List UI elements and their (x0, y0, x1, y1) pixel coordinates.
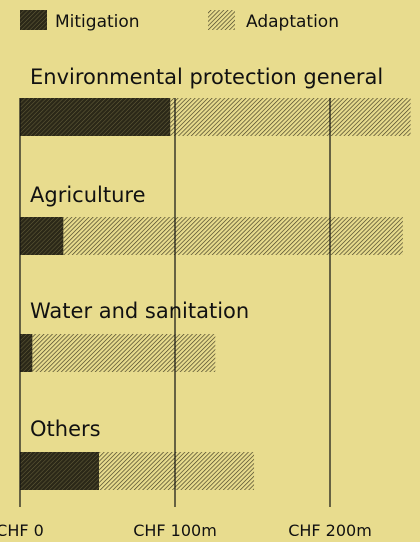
bar-mitigation-others (20, 452, 100, 490)
legend: Mitigation Adaptation (20, 10, 339, 32)
bar-mitigation-water-and-sanitation (20, 334, 33, 372)
legend-label-adaptation: Adaptation (246, 12, 339, 32)
bar-adaptation-others (99, 452, 255, 490)
legend-item-adaptation: Adaptation (208, 10, 339, 32)
bars (20, 98, 411, 490)
bar-mitigation-environmental-protection-general (20, 98, 171, 136)
bar-mitigation-agriculture (20, 217, 64, 255)
category-label-agriculture: Agriculture (30, 183, 146, 207)
x-axis-tick-labels: CHF 0 CHF 100m CHF 200m (0, 521, 372, 540)
legend-item-mitigation: Mitigation (20, 10, 140, 32)
legend-swatch-adaptation (208, 10, 235, 30)
bar-adaptation-water-and-sanitation (32, 334, 216, 372)
category-label-environmental-protection: Environmental protection general (30, 65, 383, 89)
legend-label-mitigation: Mitigation (55, 12, 140, 32)
gridlines (19, 98, 331, 507)
legend-swatch-mitigation (20, 10, 47, 30)
bar-adaptation-environmental-protection-general (170, 98, 411, 136)
bar-adaptation-agriculture (63, 217, 403, 255)
category-label-others: Others (30, 417, 101, 441)
x-tick-label-0: CHF 0 (0, 521, 44, 540)
x-tick-label-100: CHF 100m (133, 521, 217, 540)
category-label-water-and-sanitation: Water and sanitation (30, 299, 249, 323)
category-labels: Environmental protection general Agricul… (30, 65, 383, 441)
x-tick-label-200: CHF 200m (288, 521, 372, 540)
